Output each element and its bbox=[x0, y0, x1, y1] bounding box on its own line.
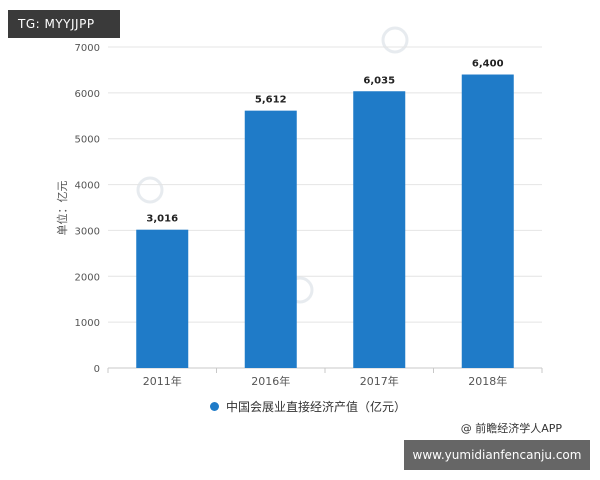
watermark-logo-icon bbox=[381, 26, 409, 54]
legend-label: 中国会展业直接经济产值（亿元） bbox=[226, 399, 407, 414]
x-tick-label: 2016年 bbox=[251, 374, 290, 388]
bar bbox=[136, 229, 189, 368]
y-tick-label: 7000 bbox=[75, 43, 100, 54]
bar bbox=[461, 74, 514, 368]
x-tick-label: 2011年 bbox=[143, 374, 182, 388]
legend: 中国会展业直接经济产值（亿元） bbox=[210, 396, 406, 416]
data-label: 6,400 bbox=[472, 59, 504, 70]
url-banner: www.yumidianfencanju.com bbox=[404, 440, 590, 470]
y-axis-title: 单位：亿元 bbox=[55, 181, 69, 236]
y-tick-label: 0 bbox=[94, 364, 100, 375]
data-label: 3,016 bbox=[146, 214, 178, 225]
x-tick-label: 2017年 bbox=[360, 374, 399, 388]
bar bbox=[244, 110, 297, 368]
legend-marker-icon bbox=[210, 401, 219, 411]
y-tick-label: 2000 bbox=[75, 272, 100, 283]
y-tick-label: 1000 bbox=[75, 318, 100, 329]
y-tick-label: 3000 bbox=[75, 226, 100, 237]
y-tick-label: 6000 bbox=[75, 89, 100, 100]
watermark-logo-icon bbox=[136, 176, 164, 204]
bar bbox=[353, 91, 406, 369]
tg-badge: TG: MYYJJPP bbox=[8, 10, 120, 38]
x-tick-label: 2018年 bbox=[468, 374, 507, 388]
data-label: 6,035 bbox=[363, 75, 395, 86]
data-label: 5,612 bbox=[255, 95, 287, 106]
source-note: @ 前瞻经济学人APP bbox=[460, 422, 562, 435]
y-tick-label: 4000 bbox=[75, 181, 100, 192]
y-tick-label: 5000 bbox=[75, 135, 100, 146]
